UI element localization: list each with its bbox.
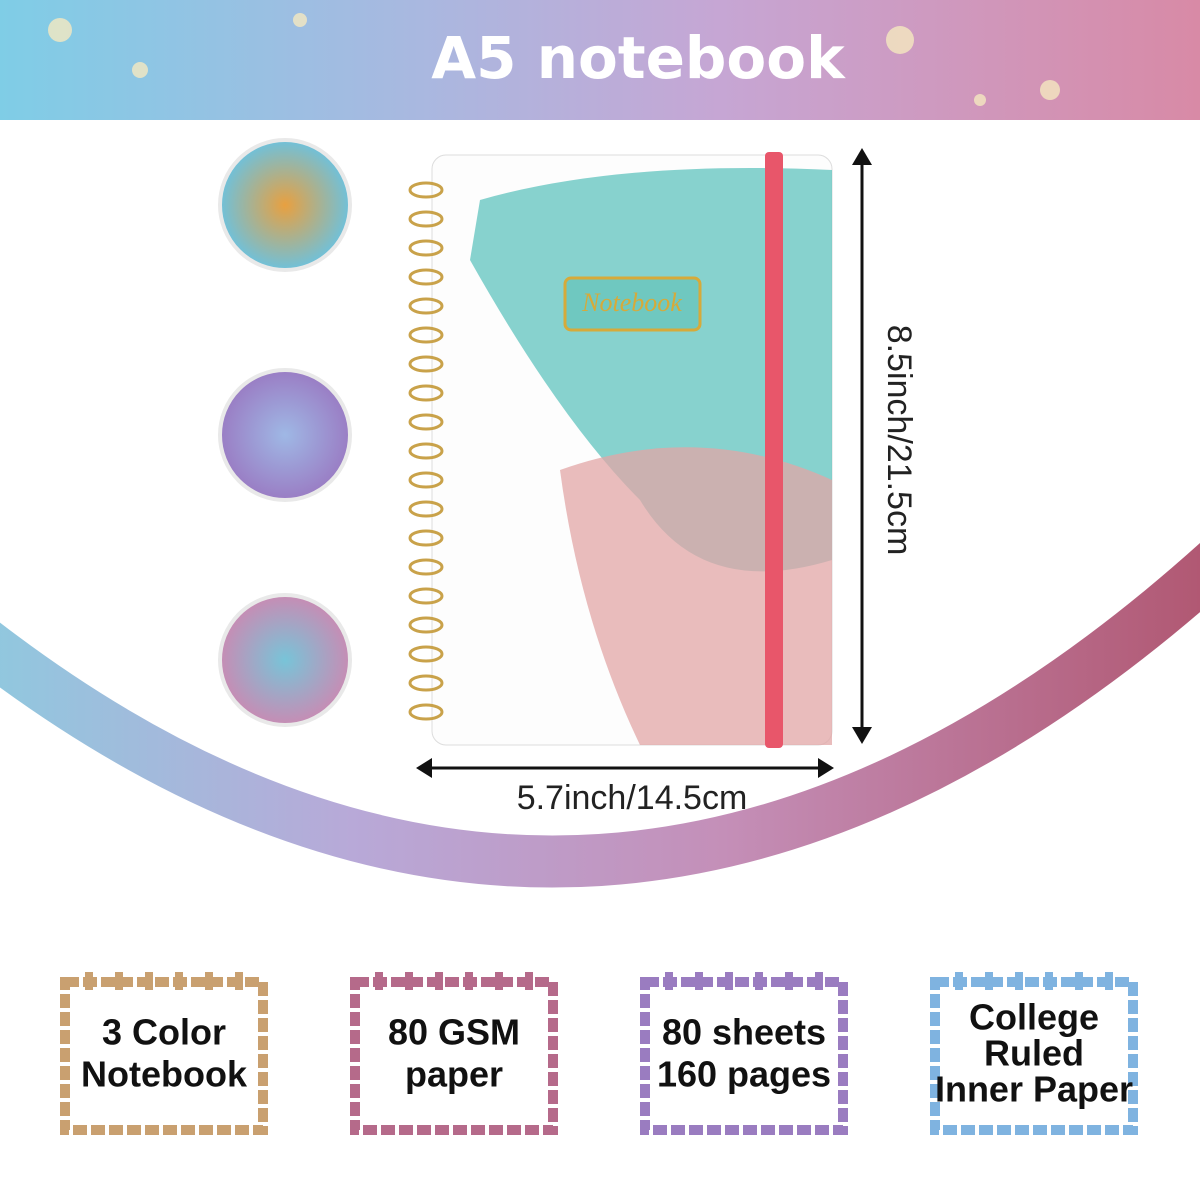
card-ring bbox=[465, 972, 473, 990]
color-swatch bbox=[218, 368, 352, 502]
feature-text: Inner Paper bbox=[935, 1069, 1133, 1110]
spiral-coil bbox=[408, 210, 444, 228]
dimension-arrows bbox=[416, 148, 872, 778]
spiral-coil bbox=[408, 500, 444, 518]
card-ring bbox=[525, 972, 533, 990]
feature-text: 160 pages bbox=[657, 1054, 831, 1095]
spiral-coil bbox=[408, 268, 444, 286]
spiral-coil bbox=[408, 239, 444, 257]
feature-card bbox=[930, 977, 1138, 1135]
spiral-coil bbox=[408, 645, 444, 663]
feature-text: 80 GSM bbox=[388, 1012, 520, 1053]
spiral-coil bbox=[408, 558, 444, 576]
card-ring bbox=[405, 972, 413, 990]
banner-specks bbox=[48, 13, 1060, 106]
card-ring bbox=[1105, 972, 1113, 990]
feature-text: paper bbox=[405, 1054, 503, 1095]
card-ring bbox=[205, 972, 213, 990]
card-ring bbox=[955, 972, 963, 990]
spiral-coil bbox=[408, 616, 444, 634]
title: A5 notebook bbox=[431, 24, 846, 92]
spiral-coil bbox=[408, 384, 444, 402]
card-ring bbox=[145, 972, 153, 990]
spiral-coil bbox=[408, 529, 444, 547]
elastic-strap bbox=[765, 152, 783, 748]
cover-label-box bbox=[563, 276, 702, 332]
feature-text: Notebook bbox=[81, 1054, 248, 1095]
spiral-coil bbox=[408, 326, 444, 344]
height-label: 8.5inch/21.5cm bbox=[880, 325, 918, 556]
spiral-coil bbox=[408, 181, 444, 199]
card-ring bbox=[375, 972, 383, 990]
card-ring bbox=[1075, 972, 1083, 990]
card-ring bbox=[815, 972, 823, 990]
color-swatch bbox=[218, 593, 352, 727]
feature-text: 3 Color bbox=[102, 1012, 226, 1053]
spiral-coil bbox=[408, 703, 444, 721]
spiral-coil bbox=[408, 674, 444, 692]
card-ring bbox=[695, 972, 703, 990]
card-ring bbox=[985, 972, 993, 990]
card-ring bbox=[785, 972, 793, 990]
feature-card bbox=[350, 977, 558, 1135]
card-ring bbox=[755, 972, 763, 990]
cover-label: Notebook bbox=[581, 288, 682, 317]
cover-wash bbox=[560, 447, 832, 745]
card-ring bbox=[85, 972, 93, 990]
spiral-coil bbox=[408, 413, 444, 431]
feature-text: 80 sheets bbox=[662, 1012, 826, 1053]
spiral-coil bbox=[408, 442, 444, 460]
banner bbox=[0, 0, 1200, 120]
card-ring bbox=[495, 972, 503, 990]
color-swatch bbox=[218, 138, 352, 272]
card-ring bbox=[1015, 972, 1023, 990]
card-ring bbox=[435, 972, 443, 990]
feature-card bbox=[60, 977, 268, 1135]
notebook: Notebook bbox=[408, 152, 833, 748]
decorative-arc bbox=[0, 542, 1200, 888]
card-ring bbox=[725, 972, 733, 990]
card-ring bbox=[235, 972, 243, 990]
card-ring bbox=[1045, 972, 1053, 990]
feature-text: College bbox=[969, 997, 1099, 1038]
spiral-coil bbox=[408, 297, 444, 315]
spiral-coil bbox=[408, 587, 444, 605]
spiral-coil bbox=[408, 471, 444, 489]
card-ring bbox=[175, 972, 183, 990]
spiral-binding bbox=[408, 181, 444, 721]
feature-text: Ruled bbox=[984, 1033, 1084, 1074]
card-ring bbox=[115, 972, 123, 990]
feature-card bbox=[640, 977, 848, 1135]
width-label: 5.7inch/14.5cm bbox=[517, 779, 748, 817]
card-ring bbox=[665, 972, 673, 990]
spiral-coil bbox=[408, 355, 444, 373]
